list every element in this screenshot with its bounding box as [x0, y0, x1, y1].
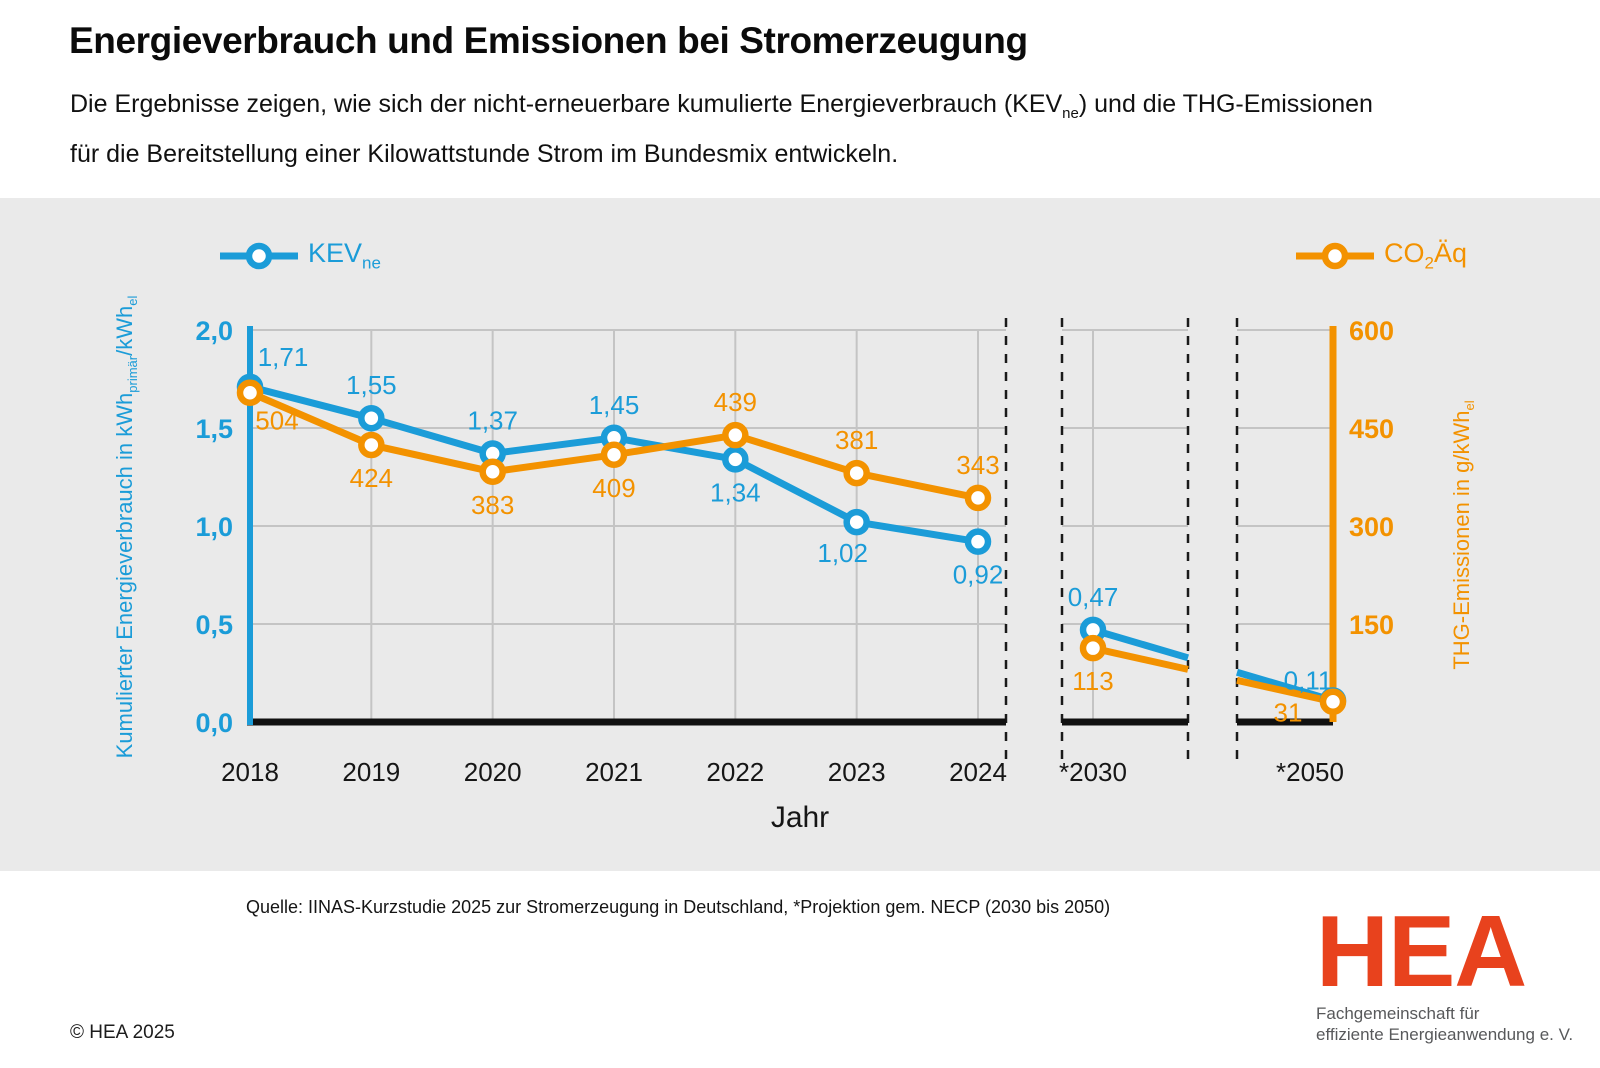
KEVne-point — [843, 508, 870, 536]
x-axis-year-label: 2024 — [949, 757, 1007, 787]
legend-kev: KEVne — [218, 238, 381, 274]
legend-kev-label: KEVne — [308, 238, 381, 273]
x-axis-year-label: 2023 — [828, 757, 886, 787]
CO2Äq-point — [843, 459, 870, 487]
CO2Äq-data-label: 439 — [714, 387, 757, 417]
CO2Äq-point — [1079, 634, 1107, 662]
x-axis-year-label: 2020 — [464, 757, 522, 787]
KEVne-data-label: 1,71 — [258, 342, 309, 372]
page-subtitle: Die Ergebnisse zeigen, wie sich der nich… — [70, 84, 1373, 175]
co2-line-marker-icon — [1296, 242, 1374, 270]
right-axis-tick-label: 600 — [1349, 316, 1394, 346]
x-axis-year-label: *2030 — [1059, 757, 1127, 787]
KEVne-point — [964, 528, 992, 555]
x-axis-year-label: 2019 — [342, 757, 400, 787]
legend-co2: CO2Äq — [1294, 238, 1467, 274]
CO2Äq-point — [1319, 688, 1347, 715]
hea-logo-wordmark: HEA — [1316, 896, 1527, 1008]
CO2Äq-data-label: 504 — [255, 406, 298, 436]
hea-logo: HEA Fachgemeinschaft für effiziente Ener… — [1316, 896, 1574, 1045]
KEVne-point — [722, 446, 749, 473]
right-axis-tick-label: 300 — [1349, 512, 1394, 542]
CO2Äq-data-label: 383 — [471, 490, 514, 520]
subtitle-line1: Die Ergebnisse zeigen, wie sich der nich… — [70, 90, 1373, 122]
right-axis-tick-label: 450 — [1349, 414, 1394, 444]
CO2Äq-point — [358, 431, 385, 459]
KEVne-data-label: 1,45 — [589, 390, 640, 420]
right-axis-title: THG-Emissionen in g/kWhel — [1448, 400, 1478, 670]
CO2Äq-point — [479, 458, 506, 486]
KEVne-data-label: 0,11 — [1284, 665, 1333, 695]
KEVne-data-label: 0,92 — [953, 560, 1004, 590]
KEVne-data-label: 1,55 — [346, 370, 397, 400]
subtitle-line2: für die Bereitstellung einer Kilowattstu… — [70, 140, 899, 168]
left-axis-tick-label: 0,0 — [195, 708, 233, 738]
KEVne-data-label: 1,02 — [817, 538, 868, 568]
CO2Äq-point — [600, 441, 628, 469]
left-axis-tick-label: 2,0 — [195, 316, 233, 346]
KEVne-projection-line — [1092, 626, 1189, 662]
x-axis-year-label: 2022 — [706, 757, 764, 787]
left-axis-tick-label: 1,0 — [195, 512, 233, 542]
CO2Äq-point — [236, 379, 264, 406]
CO2Äq-point — [964, 484, 992, 512]
CO2Äq-projection-line — [1092, 644, 1189, 673]
x-axis-year-label: 2021 — [585, 757, 643, 787]
CO2Äq-data-label: 343 — [956, 450, 999, 480]
page-title: Energieverbrauch und Emissionen bei Stro… — [69, 20, 1028, 61]
CO2Äq-data-label: 381 — [835, 425, 878, 455]
CO2Äq-data-label: 31 — [1274, 698, 1303, 728]
left-axis-tick-label: 0,5 — [195, 610, 233, 640]
CO2Äq-data-label: 113 — [1072, 666, 1113, 696]
x-axis-year-label: 2018 — [221, 757, 279, 787]
CO2Äq-data-label: 424 — [350, 463, 393, 493]
left-axis-tick-label: 1,5 — [195, 414, 233, 444]
left-axis-title: Kumulierter Energieverbrauch in kWhprimä… — [111, 295, 141, 759]
kev-line-marker-icon — [220, 242, 298, 270]
KEVne-point — [358, 404, 385, 432]
KEVne-data-label: 1,37 — [467, 405, 518, 435]
right-axis-tick-label: 150 — [1349, 610, 1394, 640]
copyright: © HEA 2025 — [70, 1022, 175, 1043]
CO2Äq-projection-line — [1236, 676, 1334, 706]
CO2Äq-point — [722, 421, 749, 449]
CO2Äq-data-label: 409 — [592, 473, 635, 503]
KEVne-data-label: 0,47 — [1068, 582, 1119, 612]
KEVne-data-label: 1,34 — [710, 477, 761, 507]
source-note: Quelle: IINAS-Kurzstudie 2025 zur Strome… — [246, 897, 1111, 917]
x-axis-year-label: *2050 — [1276, 757, 1344, 787]
legend-co2-label: CO2Äq — [1384, 238, 1467, 273]
x-axis-title: Jahr — [771, 801, 829, 834]
hea-logo-tagline: Fachgemeinschaft für effiziente Energiea… — [1316, 1004, 1574, 1044]
